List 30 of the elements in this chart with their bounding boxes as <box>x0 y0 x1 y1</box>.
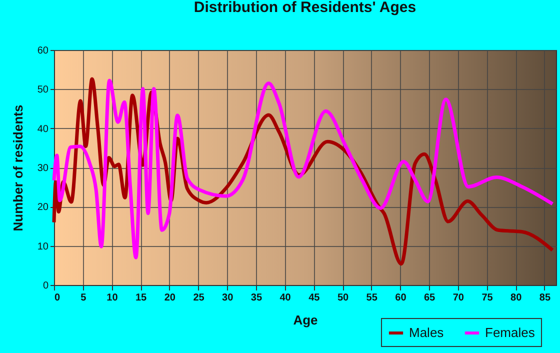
y-tick-label: 20 <box>37 202 49 214</box>
x-tick-label: 65 <box>424 292 436 304</box>
y-tick-label: 0 <box>42 280 49 292</box>
x-tick-label: 85 <box>539 292 551 304</box>
x-tick-label: 45 <box>308 292 320 304</box>
y-axis-title: Number of residents <box>10 104 26 232</box>
y-tick-label: 30 <box>37 163 49 174</box>
x-tick-label: 15 <box>135 292 148 304</box>
x-tick-label: 25 <box>193 292 205 304</box>
x-tick-label: 5 <box>80 292 87 304</box>
x-tick-label: 80 <box>510 292 522 304</box>
y-tick-label: 60 <box>37 46 49 56</box>
x-tick-label: 30 <box>222 292 234 304</box>
x-tick-label: 70 <box>452 292 464 304</box>
x-tick-label: 20 <box>164 292 176 304</box>
chart-title: Distribution of Residents' Ages <box>194 0 416 16</box>
legend-label: Males <box>409 325 444 340</box>
x-tick-label: 75 <box>482 292 494 304</box>
y-tick-label: 10 <box>37 241 49 252</box>
y-tick-label: 50 <box>37 84 49 96</box>
x-axis-title: Age <box>293 312 318 328</box>
x-tick-label: 0 <box>54 292 60 304</box>
x-tick-label: 60 <box>395 292 407 304</box>
x-tick-label: 35 <box>250 292 262 304</box>
x-tick-label: 50 <box>337 292 350 304</box>
x-tick-label: 10 <box>106 292 118 304</box>
x-tick-label: 40 <box>280 292 292 304</box>
legend-label: Females <box>485 325 536 340</box>
x-tick-label: 55 <box>366 292 378 304</box>
y-tick-label: 40 <box>37 124 49 135</box>
